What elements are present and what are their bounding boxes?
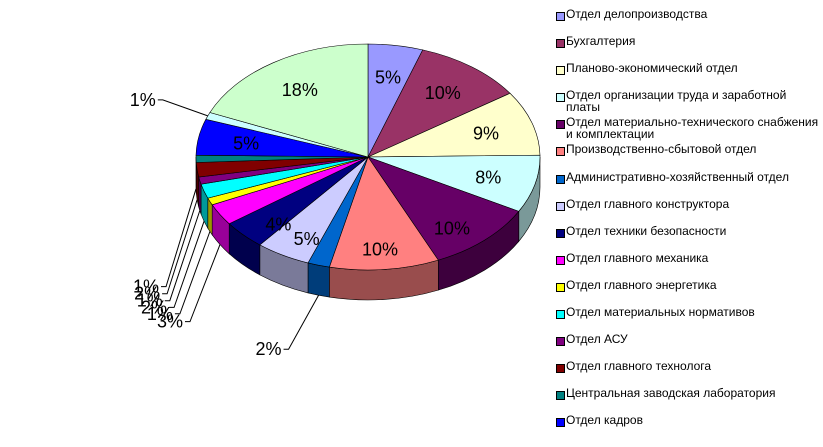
legend-swatch — [556, 337, 565, 347]
legend-label: Планово-экономический отдел — [566, 61, 738, 76]
slice-label-9: 3% — [157, 312, 183, 332]
legend-swatch — [556, 364, 565, 374]
pie-sides — [195, 156, 541, 301]
slice-label-8: 4% — [265, 215, 291, 235]
slice-label-11: 2% — [141, 297, 167, 317]
legend-label: Отдел АСУ — [566, 332, 628, 347]
slice-label-5: 10% — [362, 239, 398, 259]
legend-item: Отдел материально-технического снабжения… — [556, 116, 821, 143]
legend-swatch — [556, 228, 565, 238]
legend-swatch — [556, 418, 565, 428]
leader-line-16 — [157, 99, 208, 117]
pie-slice-2 — [367, 92, 541, 158]
leader-line-13 — [162, 199, 198, 295]
leader-line-10 — [174, 231, 211, 315]
chart-legend: Отдел делопроизводства Бухгалтерия Планово… — [556, 8, 821, 442]
legend-swatch — [556, 391, 565, 401]
legend-swatch — [556, 120, 565, 130]
legend-swatch — [556, 39, 565, 49]
legend-swatch — [556, 310, 565, 320]
legend-item: Отдел техники безопасности — [556, 225, 821, 252]
legend-label: Отдел главного конструктора — [566, 196, 730, 211]
slice-label-14: 1% — [133, 277, 159, 297]
pie-slice-4 — [367, 156, 520, 261]
pie-slice-17 — [209, 43, 369, 158]
legend-item: Центральная заводская лаборатория — [556, 387, 821, 414]
slice-side-6 — [307, 262, 330, 298]
legend-label: Бухгалтерия — [566, 34, 636, 49]
slice-label-6: 2% — [256, 339, 282, 359]
slice-label-17: 18% — [282, 80, 318, 100]
legend-label: Производственно-сбытовой отдел — [566, 142, 757, 157]
slice-label-16: 1% — [130, 90, 156, 110]
legend-item: Отдел главного энергетика — [556, 279, 821, 306]
legend-item: Бухгалтерия — [556, 35, 821, 62]
legend-label: Отдел материально-технического снабжения… — [566, 115, 819, 142]
legend-swatch — [556, 201, 565, 211]
legend-swatch — [556, 12, 565, 21]
slice-label-1: 10% — [425, 83, 461, 103]
pie-slice-3 — [367, 154, 541, 212]
legend-swatch — [556, 66, 565, 76]
legend-item: Отдел делопроизводства — [556, 8, 821, 35]
pie-slice-1 — [367, 49, 511, 158]
slice-label-3: 8% — [475, 168, 501, 188]
legend-item: Отдел кадров — [556, 414, 821, 441]
legend-item: Отдел материальных нормативов — [556, 306, 821, 333]
leader-line-6 — [283, 294, 320, 350]
slice-label-12: 1% — [137, 291, 163, 311]
legend-item: Административно-хозяйственный отдел — [556, 171, 821, 198]
legend-label: Отдел кадров — [566, 413, 643, 428]
legend-label: Отдел главного механика — [566, 250, 709, 265]
legend-swatch — [556, 282, 565, 292]
legend-swatch — [556, 147, 565, 157]
leader-line-9 — [184, 244, 221, 323]
slice-label-2: 9% — [473, 123, 499, 143]
legend-label: Отдел главного энергетика — [566, 277, 717, 292]
legend-swatch — [556, 174, 565, 184]
legend-label: Центральная заводская лаборатория — [566, 386, 776, 401]
legend-item: Отдел главного технолога — [556, 360, 821, 387]
pie-slices — [195, 43, 541, 271]
legend-label: Отдел материальных нормативов — [566, 305, 755, 320]
legend-swatch — [556, 255, 565, 265]
slice-label-10: 1% — [147, 304, 173, 324]
legend-label: Отдел организации труда и заработной пла… — [566, 88, 787, 115]
legend-item: Планово-экономический отдел — [556, 62, 821, 89]
slice-label-7: 5% — [294, 229, 320, 249]
leader-line-11 — [169, 221, 205, 308]
slice-label-15: 5% — [233, 134, 259, 154]
leader-line-14 — [161, 188, 197, 288]
legend-label: Отдел делопроизводства — [566, 7, 708, 21]
slice-labels: 5%10%9%8%10%10%2%5%4%3%1%2%1%2%1%5%1% 18% — [130, 68, 501, 360]
legend-label: Отдел главного технолога — [566, 359, 712, 374]
legend-swatch — [556, 93, 565, 103]
slice-label-4: 10% — [434, 218, 470, 238]
pie-slice-5 — [328, 156, 439, 271]
slice-label-0: 5% — [375, 68, 401, 88]
legend-item: Производственно-сбытовой отдел — [556, 143, 821, 170]
legend-label: Административно-хозяйственный отдел — [566, 169, 789, 184]
legend-label: Отдел техники безопасности — [566, 223, 727, 238]
legend-item: Отдел организации труда и заработной пла… — [556, 89, 821, 116]
legend-item: Отдел главного механика — [556, 252, 821, 279]
slice-label-13: 2% — [134, 284, 160, 304]
leader-line-12 — [164, 210, 201, 302]
leader-lines — [157, 99, 320, 350]
legend-item: Отдел АСУ — [556, 333, 821, 360]
pie-chart: 5%10%9%8%10%10%2%5%4%3%1%2%1%2%1%5%1% 18% — [130, 43, 541, 360]
legend-item: Отдел главного конструктора — [556, 198, 821, 225]
